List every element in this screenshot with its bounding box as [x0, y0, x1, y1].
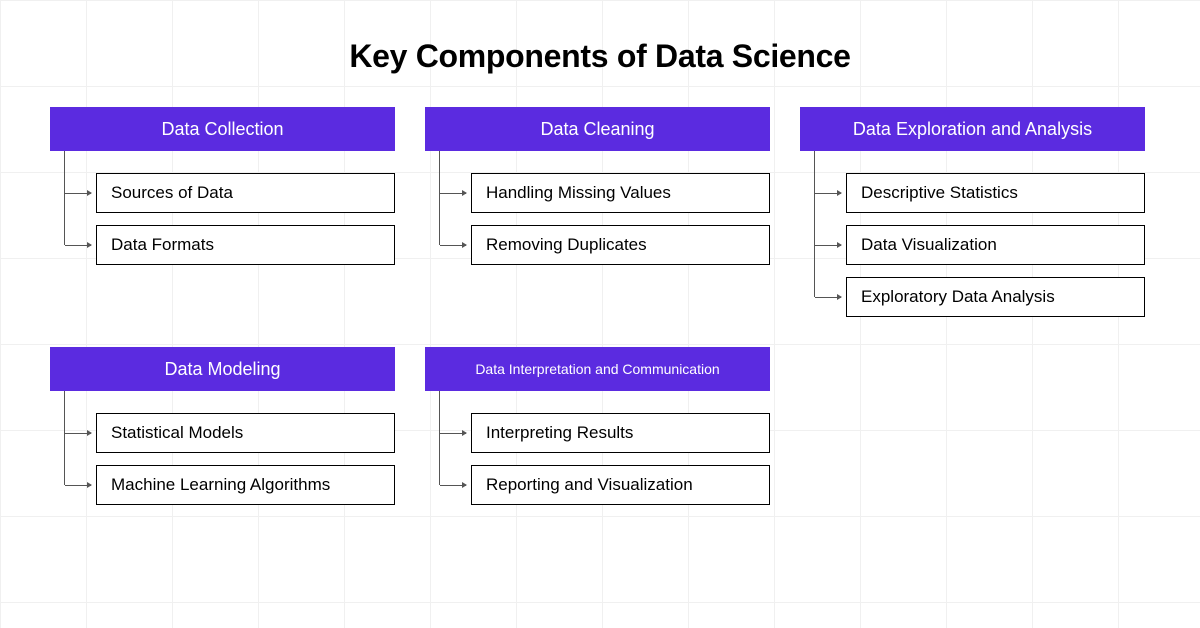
connector-elbow: [440, 485, 466, 486]
card-items: Sources of Data Data Formats: [50, 151, 395, 265]
cards-grid: Data Collection Sources of Data Data Forma…: [0, 107, 1200, 505]
card: Data Cleaning Handling Missing Values Remo…: [425, 107, 770, 317]
card: Data Collection Sources of Data Data Forma…: [50, 107, 395, 317]
card-item: Handling Missing Values: [471, 173, 770, 213]
connector-elbow: [65, 193, 91, 194]
card-item: Machine Learning Algorithms: [96, 465, 395, 505]
card-items: Interpreting Results Reporting and Visual…: [425, 391, 770, 505]
connector-trunk: [64, 391, 65, 485]
card-item: Data Visualization: [846, 225, 1145, 265]
connector-elbow: [65, 433, 91, 434]
card-header: Data Cleaning: [425, 107, 770, 151]
card-item: Data Formats: [96, 225, 395, 265]
card-items: Descriptive Statistics Data Visualization…: [800, 151, 1145, 317]
connector-trunk: [814, 151, 815, 297]
connector-trunk: [439, 151, 440, 245]
card: Data Interpretation and CommunicationInt…: [425, 347, 770, 505]
card-item: Statistical Models: [96, 413, 395, 453]
connector-trunk: [64, 151, 65, 245]
card: Data Modeling Statistical Models Machine L…: [50, 347, 395, 505]
card-item: Removing Duplicates: [471, 225, 770, 265]
page-title: Key Components of Data Science: [0, 0, 1200, 85]
card-items: Handling Missing Values Removing Duplicat…: [425, 151, 770, 265]
card-header: Data Exploration and Analysis: [800, 107, 1145, 151]
connector-elbow: [440, 193, 466, 194]
card-item: Sources of Data: [96, 173, 395, 213]
connector-elbow: [65, 245, 91, 246]
card-header: Data Collection: [50, 107, 395, 151]
card-items: Statistical Models Machine Learning Algor…: [50, 391, 395, 505]
connector-elbow: [65, 485, 91, 486]
card-item: Exploratory Data Analysis: [846, 277, 1145, 317]
connector-trunk: [439, 391, 440, 485]
connector-elbow: [815, 297, 841, 298]
card: Data Exploration and AnalysisDescriptive…: [800, 107, 1145, 317]
card-item: Descriptive Statistics: [846, 173, 1145, 213]
card-header: Data Modeling: [50, 347, 395, 391]
connector-elbow: [440, 245, 466, 246]
card-item: Interpreting Results: [471, 413, 770, 453]
card-header: Data Interpretation and Communication: [425, 347, 770, 391]
connector-elbow: [440, 433, 466, 434]
card-item: Reporting and Visualization: [471, 465, 770, 505]
connector-elbow: [815, 193, 841, 194]
connector-elbow: [815, 245, 841, 246]
